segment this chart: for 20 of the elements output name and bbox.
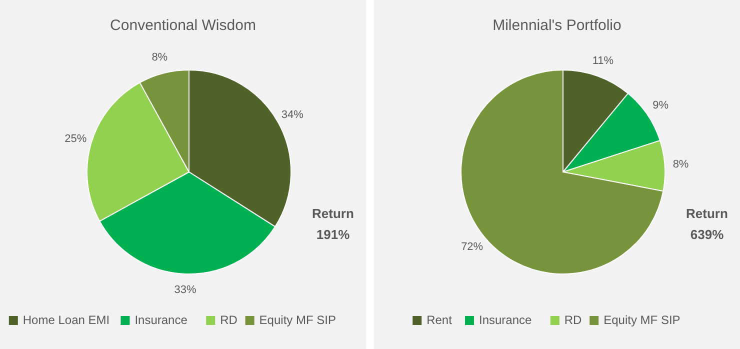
data-label: 8% xyxy=(152,52,168,64)
legend-label: RD xyxy=(564,313,582,328)
chart-title: Milennial's Portfolio xyxy=(492,17,622,34)
legend-label: Equity MF SIP xyxy=(259,313,336,328)
data-label: 11% xyxy=(592,54,614,67)
data-label: 8% xyxy=(672,158,689,170)
text: Return 191% xyxy=(312,206,354,242)
data-label: 9% xyxy=(652,100,669,112)
legend-label: Equity MF SIP xyxy=(604,313,680,328)
legend-label: Insurance xyxy=(134,313,188,328)
legend-label: Home Loan EMI xyxy=(22,313,110,328)
data-label: 72% xyxy=(461,241,484,254)
data-label: 33% xyxy=(174,284,197,296)
chart-title: Conventional Wisdom xyxy=(110,17,256,34)
legend-label: RD xyxy=(220,313,238,328)
text: Return 639% xyxy=(686,206,728,242)
legend-label: Rent xyxy=(426,313,453,328)
legend-label: Insurance xyxy=(479,313,532,328)
data-label: 34% xyxy=(281,109,304,122)
data-label: 25% xyxy=(64,132,87,145)
